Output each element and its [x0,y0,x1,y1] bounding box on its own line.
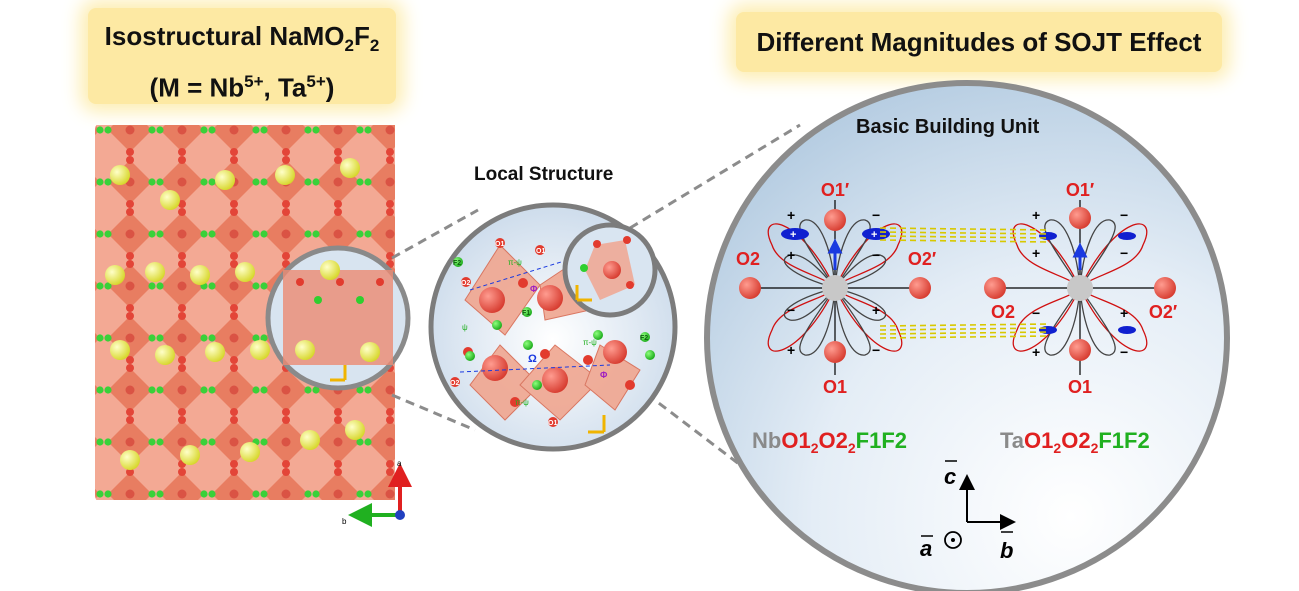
basic-building-unit-label: Basic Building Unit [856,116,1040,138]
ta-sign-8: − [1120,344,1128,360]
nb-sign-1: + [787,207,795,223]
nb-sign-6: + [872,302,880,318]
right-title: Different Magnitudes of SOJT Effect [756,27,1202,57]
crystal-axis-b: b [342,517,347,526]
crystal-zoom-circle [265,245,411,391]
local-structure-label: Local Structure [474,164,614,185]
angle-pi-psi-top: π-ψ [508,258,522,267]
angle-omega: Ω [528,353,537,365]
ta-sign-3: + [1032,245,1040,261]
ta-label-o2-prime: O2′ [1149,302,1177,322]
axis-a-label: a [920,536,932,561]
sodium-rows [105,158,365,470]
nb-lobe-plus-2: + [871,229,877,241]
unit-ta: + − + − − + + − O1′ O2 O2′ O1 TaO12O22F1… [984,180,1177,456]
local-structure-circle: π-ψ ψ π-ψ π-ψ Φ Φ Ω O1 O1 O2 O1 O2 F2 F1… [428,202,678,452]
comparison-lines [879,227,1051,339]
angle-pi-psi-right: π-ψ [583,338,597,347]
zoom-connectors [391,123,801,482]
nb-label-o2-prime: O2′ [908,249,936,269]
nb-sign-5: − [787,302,795,318]
nb-label-o2: O2 [736,249,760,269]
axis-b-label: b [1000,538,1013,563]
ta-label-o1: O1 [1068,377,1092,397]
right-title-banner: Different Magnitudes of SOJT Effect [736,12,1222,72]
ta-sign-5: − [1032,305,1040,321]
angle-psi: ψ [462,323,468,332]
angle-phi-top: Φ [530,284,538,294]
atom-o1-b: O1 [536,248,545,255]
axis-c-label: c [944,464,956,489]
atom-o2-b: O2 [450,380,459,387]
nb-sign-4: − [872,247,880,263]
ta-sign-1: + [1032,207,1040,223]
atom-f2-b: F2 [640,335,648,342]
crystal-axis-a: a [397,459,402,468]
unit-nb: + + + − + − − + + − O1′ O2 O2′ O1 [736,180,936,456]
nb-formula: NbO12O22F1F2 [752,428,907,456]
ta-sign-4: − [1120,245,1128,261]
ta-label-o2: O2 [991,302,1015,322]
nb-sign-8: − [872,342,880,358]
building-unit-circle: + + + − + − − + + − O1′ O2 O2′ O1 [704,80,1230,591]
angle-pi-psi-bottom: π-ψ [515,398,529,407]
nb-sign-2: − [872,207,880,223]
nb-label-o1: O1 [823,377,847,397]
ta-label-o1-prime: O1′ [1066,180,1094,200]
left-title-line2: (M = Nb5+, Ta5+) [149,72,335,103]
left-title-line1: Isostructural NaMO2F2 [104,21,380,56]
ta-sign-7: + [1032,344,1040,360]
nb-sign-3: + [787,247,795,263]
nb-sign-7: + [787,342,795,358]
atom-o1-a: O1 [495,241,504,248]
nb-label-o1-prime: O1′ [821,180,849,200]
ta-formula: TaO12O22F1F2 [1000,428,1150,456]
nb-lobe-plus-1: + [790,229,796,241]
atom-f2-a: F2 [453,260,461,267]
atom-f1-a: F1 [522,310,530,317]
angle-phi-bottom: Φ [600,370,608,380]
ta-sign-6: + [1120,305,1128,321]
atom-o1-c: O1 [548,420,557,427]
unit-cell-axes: c a b [920,460,1016,563]
ta-sign-2: − [1120,207,1128,223]
atom-o2-a: O2 [461,280,470,287]
left-title-banner: Isostructural NaMO2F2 (M = Nb5+, Ta5+) [88,8,396,104]
